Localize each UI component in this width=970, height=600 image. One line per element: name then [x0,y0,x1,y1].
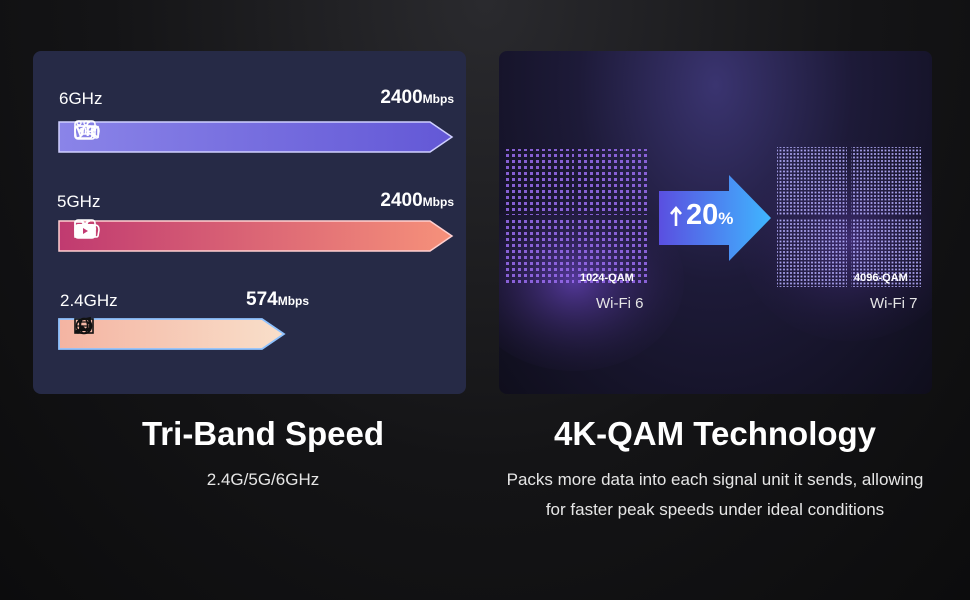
upgrade-arrow [659,175,771,261]
band-24ghz-label: 2.4GHz [60,291,118,310]
qam-1024-grid [504,149,648,285]
increase-percentage: 20% [686,199,734,231]
band-6ghz-bar: 4K VR [58,120,454,154]
qam-4096-label: 4096-QAM [854,272,908,284]
up-arrow-icon [670,205,682,226]
qam-description: Packs more data into each signal unit it… [506,470,924,519]
tri-band-panel: 6GHz 2400Mbps 4K VR 5GHz 2400Mbps [33,51,466,394]
qam-title: 4K-QAM Technology [553,415,877,452]
band-5ghz-arrow [58,220,454,252]
band-5ghz-speed: 2400Mbps [380,190,454,211]
tri-band-title: Tri-Band Speed [141,415,385,452]
tri-band-subtitle: 2.4G/5G/6GHz [206,470,320,489]
wifi7-label: Wi-Fi 7 [870,295,918,312]
qam-illustration [499,141,932,371]
band-24ghz-bar [58,317,286,351]
band-5ghz-label: 5GHz [57,192,101,211]
svg-text:4K: 4K [79,126,91,136]
band-6ghz-label: 6GHz [59,89,103,108]
band-6ghz-arrow [58,121,454,153]
qam-panel: 20% 1024-QAM 4096-QAM Wi-Fi 6 Wi-Fi 7 [499,51,932,394]
band-24ghz-speed: 574Mbps [246,289,310,310]
qam-1024-label: 1024-QAM [580,272,634,284]
band-5ghz-bar: 4K [58,219,454,253]
band-6ghz-speed: 2400Mbps [380,87,454,108]
wifi6-label: Wi-Fi 6 [596,295,644,312]
band-24ghz-arrow [58,318,286,350]
qam-4096-grid [777,147,921,287]
